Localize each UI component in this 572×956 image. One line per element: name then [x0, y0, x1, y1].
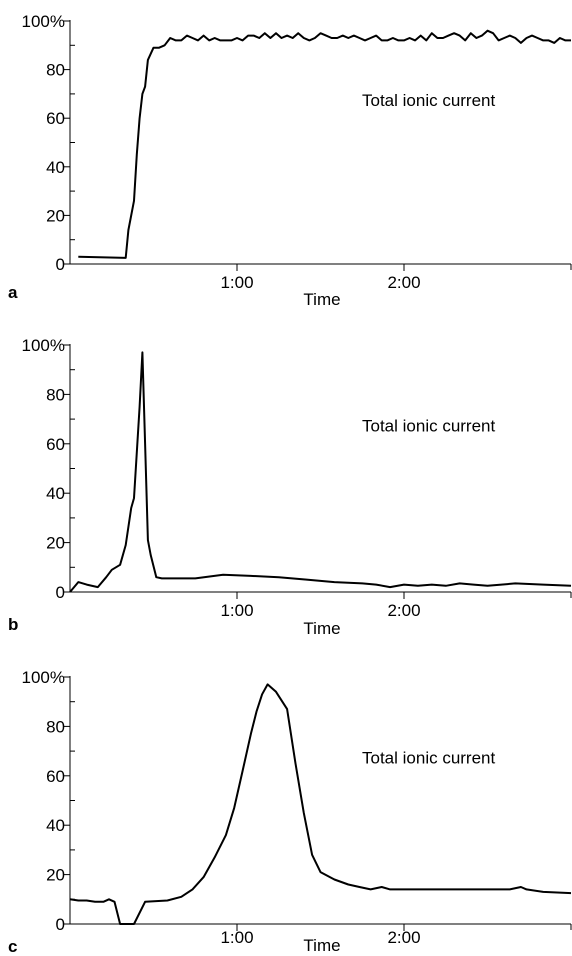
y-tick-label: 100%	[22, 668, 65, 687]
chart-panel-a: 0 20 40 60 80 100% 1:00 2:00 Time a Total ionic cu…	[8, 12, 572, 309]
y-tick-label: 0	[56, 583, 65, 602]
x-tick-label: 2:00	[387, 273, 420, 292]
panel-label: b	[8, 615, 18, 634]
y-tick-label: 20	[46, 206, 65, 225]
x-axis-title: Time	[303, 290, 340, 309]
y-tick-label: 0	[56, 915, 65, 934]
x-tick-label: 2:00	[387, 928, 420, 947]
panel-label: c	[8, 937, 17, 956]
y-tick-label: 40	[46, 158, 65, 177]
x-axis-title: Time	[303, 619, 340, 638]
x-tick-label: 1:00	[220, 928, 253, 947]
x-tick-label: 2:00	[387, 601, 420, 620]
y-tick-label: 0	[56, 255, 65, 274]
panel-label: a	[8, 283, 18, 302]
annotation-label: Total ionic current	[362, 416, 496, 435]
x-tick-label: 1:00	[220, 273, 253, 292]
y-tick-label: 20	[46, 866, 65, 885]
x-axis-title: Time	[303, 936, 340, 955]
series-line-0	[69, 683, 572, 925]
chart-panel-c: 0 20 40 60 80 100% 1:00 2:00 Time c Total ionic cu…	[8, 668, 572, 956]
annotation-label: Total ionic current	[362, 91, 496, 110]
series-line-0	[69, 351, 572, 593]
chart-panel-b: 0 20 40 60 80 100% 1:00 2:00 Time b Total ionic cu…	[8, 336, 572, 638]
y-tick-label: 80	[46, 61, 65, 80]
y-tick-label: 100%	[22, 336, 65, 355]
y-tick-label: 100%	[22, 12, 65, 31]
series-line-0	[78, 29, 571, 259]
y-tick-label: 60	[46, 435, 65, 454]
y-tick-label: 80	[46, 717, 65, 736]
y-tick-label: 60	[46, 109, 65, 128]
annotation-label: Total ionic current	[362, 748, 496, 767]
y-tick-label: 60	[46, 767, 65, 786]
y-tick-label: 80	[46, 385, 65, 404]
y-tick-label: 20	[46, 534, 65, 553]
x-tick-label: 1:00	[220, 601, 253, 620]
y-tick-label: 40	[46, 816, 65, 835]
y-tick-label: 40	[46, 484, 65, 503]
